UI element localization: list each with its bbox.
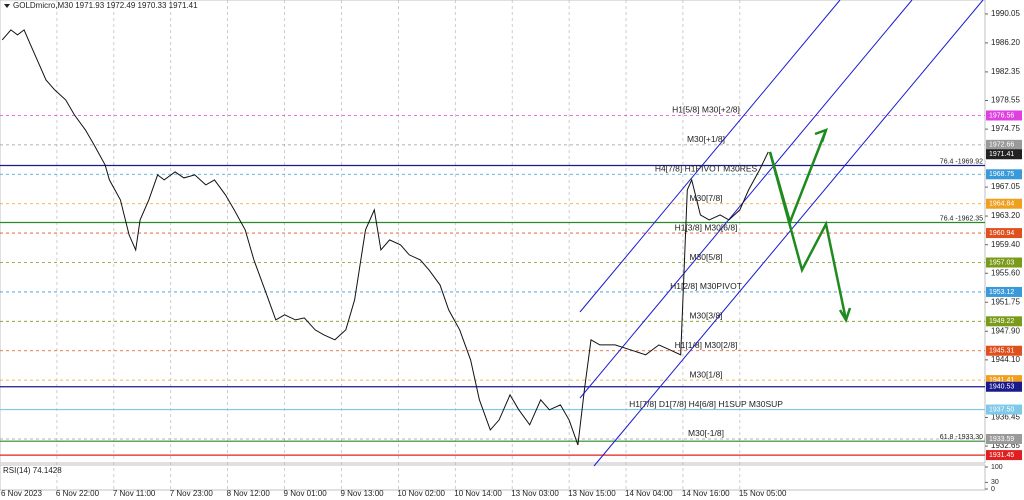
channel-line (579, 0, 841, 313)
level-label: H1[5/8] M30[+2/8] (672, 105, 740, 115)
price-box (986, 381, 1022, 392)
price-box-label: 1957.03 (989, 259, 1014, 266)
price-box (986, 257, 1022, 268)
x-tick-label: 10 Nov 02:00 (397, 489, 445, 498)
fib-label: 76.4 -1962.35 (940, 215, 983, 222)
price-box-label: 1964.84 (989, 201, 1014, 208)
x-tick-label: 7 Nov 23:00 (170, 489, 214, 498)
price-box (986, 198, 1022, 209)
plot-frame (0, 0, 986, 464)
price-box-label: 1937.50 (989, 406, 1014, 413)
y-tick-label: 1951.75 (991, 297, 1020, 306)
indicator-tick-label: 0 (991, 486, 995, 493)
x-tick-label: 14 Nov 04:00 (625, 489, 673, 498)
x-tick-label: 9 Nov 01:00 (284, 489, 328, 498)
level-label: M30[7/8] (689, 193, 722, 203)
price-box-label: 1976.56 (989, 112, 1014, 119)
price-box-label: 1940.53 (989, 384, 1014, 391)
y-tick-label: 1967.05 (991, 182, 1020, 191)
level-label: M30[-1/8] (688, 428, 724, 438)
x-tick-label: 6 Nov 2023 (1, 489, 42, 498)
level-label: H1[2/8] M30PIVOT (670, 281, 742, 291)
price-box-label: 1941.41 (989, 377, 1014, 384)
y-tick-label: 1932.65 (991, 441, 1020, 450)
level-label: H1[7/8] D1[7/8] H4[6/8] H1SUP M30SUP (629, 399, 783, 409)
arrow-head (838, 307, 852, 323)
y-tick-label: 1990.05 (991, 9, 1020, 18)
y-tick-label: 1963.20 (991, 211, 1020, 220)
price-box (986, 404, 1022, 415)
level-label: M30[5/8] (689, 252, 722, 262)
price-box (986, 450, 1022, 461)
price-box (986, 375, 1022, 386)
price-box-label: 1968.75 (989, 171, 1014, 178)
level-label: H1[1/8] M30[2/8] (675, 340, 738, 350)
levels (0, 115, 985, 456)
level-label: M30[1/8] (689, 369, 722, 379)
x-tick-label: 13 Nov 15:00 (568, 489, 616, 498)
fib-label: 61.8 -1933.30 (940, 434, 983, 441)
price-box-label: 1972.66 (989, 142, 1014, 149)
y-tick-label: 1944.10 (991, 355, 1020, 364)
x-tick-label: 13 Nov 03:00 (511, 489, 559, 498)
price-box (986, 110, 1022, 121)
price-box-label: 1971.41 (989, 151, 1014, 158)
x-tick-label: 10 Nov 14:00 (454, 489, 502, 498)
y-tick-label: 1974.75 (991, 124, 1020, 133)
price-box-label: 1931.45 (989, 452, 1014, 459)
level-label: M30[3/8] (689, 311, 722, 321)
grid (56, 0, 988, 490)
x-tick-label: 7 Nov 11:00 (113, 489, 156, 498)
y-tick-label: 1978.55 (991, 96, 1020, 105)
price-box-label: 1949.22 (989, 318, 1014, 325)
price-box (986, 169, 1022, 180)
level-label: H4[7/8] H1PIVOT M30RES (655, 164, 758, 174)
channel-line (593, 0, 984, 467)
indicator-frame (0, 464, 986, 491)
indicator-label: RSI(14) 74.1428 (3, 466, 62, 475)
arrow-head (814, 127, 829, 143)
price-box (986, 345, 1022, 356)
arrow (768, 151, 848, 321)
price-box (986, 139, 1022, 150)
forecast-arrows (768, 127, 852, 323)
price-box (986, 149, 1022, 160)
price-box-label: 1960.94 (989, 230, 1014, 237)
price-box (986, 228, 1022, 239)
x-tick-label: 6 Nov 22:00 (56, 489, 100, 498)
y-tick-label: 1986.20 (991, 38, 1020, 47)
labels: 1990.05 1986.20 1982.35 1978.55 1974.75 1967.… (1, 9, 1022, 498)
series (1, 29, 769, 446)
price-box (986, 286, 1022, 297)
y-tick-label: 1936.45 (991, 413, 1020, 422)
price-box-label: 1933.59 (989, 436, 1014, 443)
y-tick-label: 1947.90 (991, 326, 1020, 335)
price-box (986, 433, 1022, 444)
y-tick-label: 1955.60 (991, 268, 1020, 277)
fib-label: 76.4 -1969.92 (940, 158, 983, 165)
indicator-tick-label: 100 (991, 464, 1003, 471)
x-tick-label: 15 Nov 05:00 (739, 489, 787, 498)
x-tick-label: 9 Nov 13:00 (340, 489, 384, 498)
channel (579, 0, 984, 467)
price-box-label: 1953.12 (989, 289, 1014, 296)
indicator-tick-label: 30 (991, 479, 999, 486)
y-tick-label: 1959.40 (991, 240, 1020, 249)
price-box-label: 1945.31 (989, 348, 1014, 355)
x-tick-label: 14 Nov 16:00 (682, 489, 730, 498)
y-tick-label: 1982.35 (991, 67, 1020, 76)
chart-title: GOLDmicro,M30 1971.93 1972.49 1970.33 19… (13, 1, 198, 10)
level-label: H1[3/8] M30[6/8] (675, 222, 738, 232)
x-tick-label: 8 Nov 12:00 (227, 489, 271, 498)
level-label: M30[+1/8] (687, 134, 725, 144)
menu-triangle (4, 4, 10, 8)
price-box (986, 316, 1022, 327)
price-line (1, 29, 769, 446)
channel-line (579, 0, 913, 399)
